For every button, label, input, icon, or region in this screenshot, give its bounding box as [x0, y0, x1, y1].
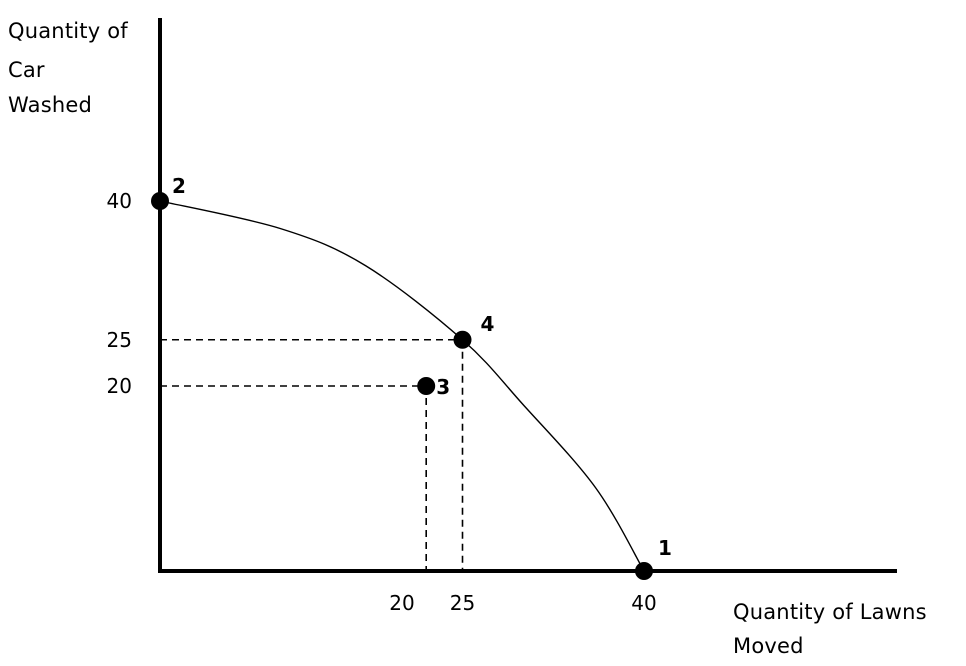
point-marker-3: [417, 377, 436, 395]
x-axis-title-line-1: Quantity of Lawns: [733, 600, 927, 624]
x-tick-label-25: 25: [450, 591, 475, 615]
y-axis-title-line-1: Quantity of: [8, 19, 128, 43]
y-axis-title-line-2: Car: [8, 58, 45, 82]
point-label-1: 1: [658, 536, 672, 560]
point-label-2: 2: [172, 174, 186, 198]
y-tick-label-25: 25: [107, 328, 132, 352]
axis-titles-group: Quantity of Car Washed Quantity of Lawns…: [8, 19, 927, 658]
point-label-4: 4: [481, 312, 495, 336]
y-tick-label-40: 40: [107, 189, 132, 213]
y-tick-label-20: 20: [107, 374, 132, 398]
x-tick-label-20: 20: [389, 591, 414, 615]
point-label-3: 3: [436, 375, 450, 399]
point-marker-2: [151, 192, 169, 210]
axes-group: [158, 18, 897, 573]
x-axis-title-line-2: Moved: [733, 634, 804, 658]
x-tick-label-40: 40: [631, 591, 656, 615]
y-axis-title-line-3: Washed: [8, 93, 92, 117]
guide-lines-group: [160, 338, 464, 571]
points-group: 1 2 3 4: [151, 174, 672, 580]
point-marker-4: [453, 330, 472, 349]
tick-labels-group: 40 25 20 20 25 40: [107, 189, 657, 615]
point-marker-1: [635, 562, 653, 580]
